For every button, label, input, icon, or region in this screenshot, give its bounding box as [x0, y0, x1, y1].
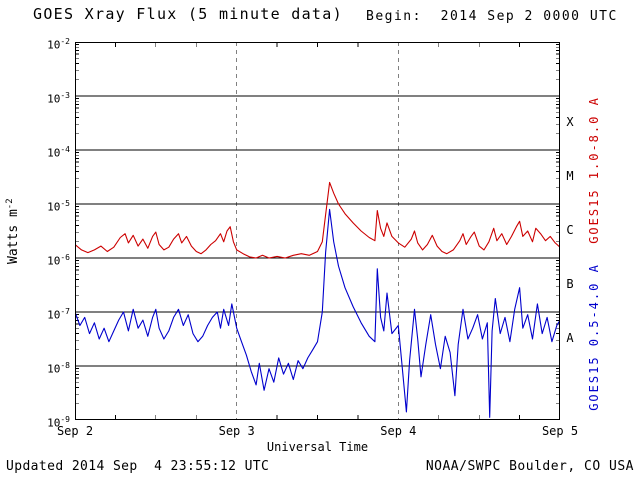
y-tick-label: 10-4 [47, 145, 70, 160]
plot-border [75, 42, 560, 420]
chart-title: GOES Xray Flux (5 minute data) [33, 5, 343, 23]
flare-class-M: M [566, 169, 574, 183]
x-axis-label: Universal Time [266, 440, 369, 454]
x-tick-label: Sep 2 [56, 424, 94, 438]
short-channel-flux-line [75, 208, 560, 418]
long-channel-flux-line [75, 181, 560, 259]
y-tick-label: 10-3 [47, 91, 70, 106]
y-tick-label: 10-9 [47, 415, 70, 430]
flare-class-C: C [566, 223, 574, 237]
y-tick-label: 10-6 [47, 253, 70, 268]
blue-channel-label: GOES15 0.5-4.0 A [587, 263, 601, 411]
source-credit: NOAA/SWPC Boulder, CO USA [425, 459, 634, 474]
y-tick-label: 10-2 [47, 37, 70, 52]
updated-timestamp: Updated 2014 Sep 4 23:55:12 UTC [6, 459, 270, 474]
red-channel-label: GOES15 1.0-8.0 A [587, 96, 601, 244]
y-axis-label: Watts m-2 [5, 171, 21, 291]
y-tick-label: 10-7 [47, 307, 70, 322]
flare-class-X: X [566, 115, 574, 129]
x-tick-label: Sep 5 [541, 424, 579, 438]
y-tick-label: 10-5 [47, 199, 70, 214]
x-tick-label: Sep 4 [380, 424, 417, 438]
begin-timestamp: Begin: 2014 Sep 2 0000 UTC [366, 9, 618, 24]
x-tick-label: Sep 3 [218, 424, 255, 438]
y-tick-label: 10-8 [47, 361, 70, 376]
plot-area [75, 42, 560, 420]
flare-class-B: B [566, 277, 574, 291]
flare-class-A: A [566, 331, 574, 345]
